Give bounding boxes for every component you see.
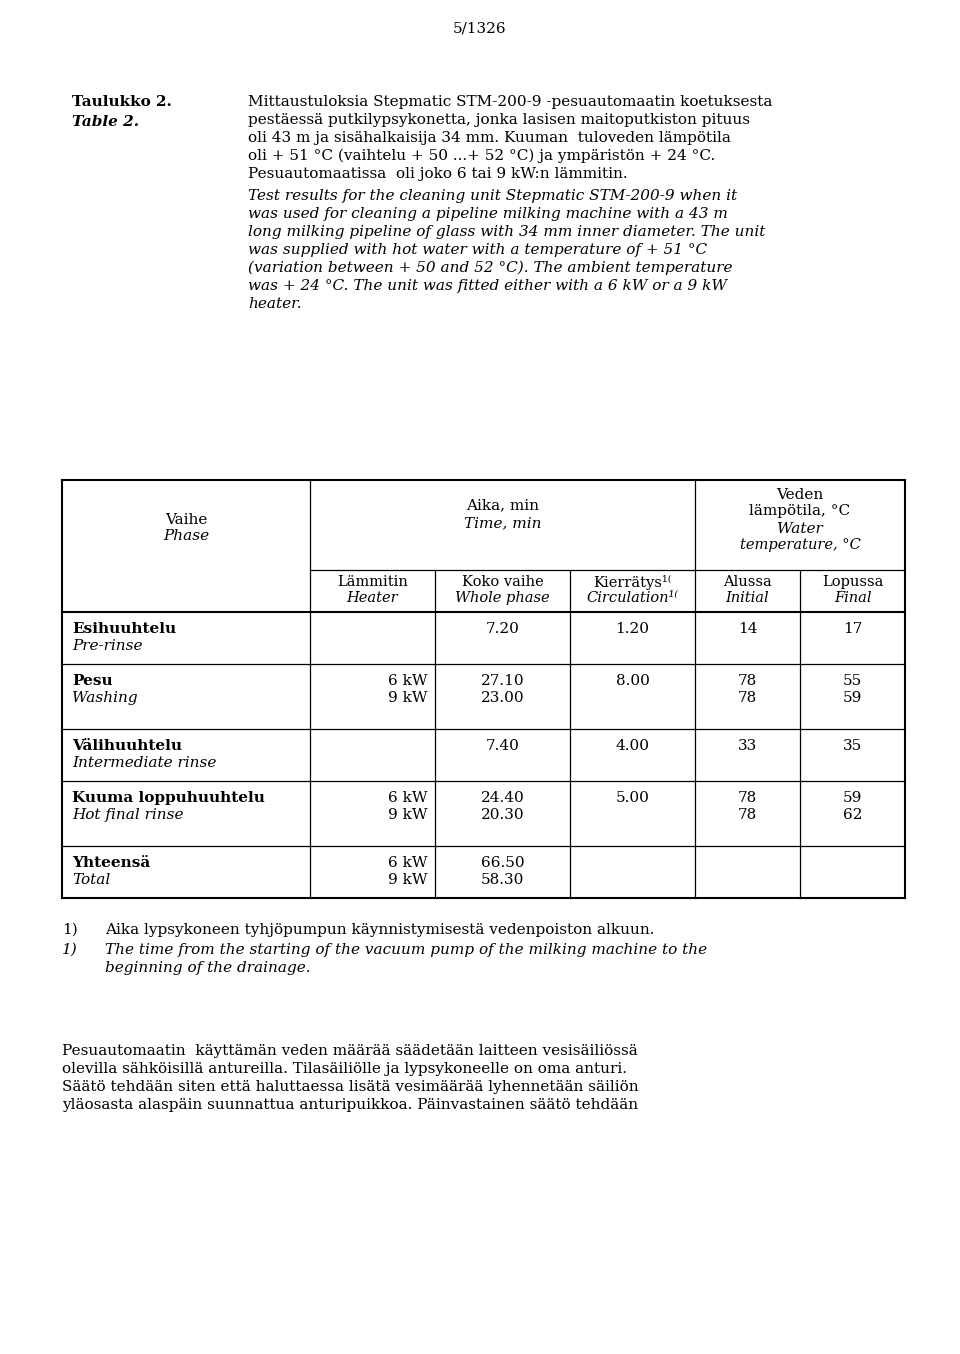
Text: oli 43 m ja sisähalkaisija 34 mm. Kuuman  tuloveden lämpötila: oli 43 m ja sisähalkaisija 34 mm. Kuuman… bbox=[248, 131, 731, 145]
Text: Pesu: Pesu bbox=[72, 674, 112, 688]
Text: was + 24 °C. The unit was fitted either with a 6 kW or a 9 kW: was + 24 °C. The unit was fitted either … bbox=[248, 279, 727, 292]
Text: temperature, °C: temperature, °C bbox=[739, 538, 860, 552]
Text: 9 kW: 9 kW bbox=[388, 691, 427, 705]
Text: Aika lypsykoneen tyhjöpumpun käynnistymisestä vedenpoiston alkuun.: Aika lypsykoneen tyhjöpumpun käynnistymi… bbox=[105, 923, 655, 937]
Text: The time from the starting of the vacuum pump of the milking machine to the: The time from the starting of the vacuum… bbox=[105, 942, 708, 957]
Text: Taulukko 2.: Taulukko 2. bbox=[72, 95, 172, 110]
Text: Final: Final bbox=[833, 590, 872, 605]
Text: 23.00: 23.00 bbox=[481, 691, 524, 705]
Text: 1.20: 1.20 bbox=[615, 621, 650, 636]
Text: 58.30: 58.30 bbox=[481, 873, 524, 887]
Text: Circulation¹⁽: Circulation¹⁽ bbox=[587, 590, 679, 605]
Text: 35: 35 bbox=[843, 739, 862, 753]
Text: 78: 78 bbox=[738, 808, 757, 822]
Text: Säätö tehdään siten että haluttaessa lisätä vesimäärää lyhennetään säiliön: Säätö tehdään siten että haluttaessa lis… bbox=[62, 1080, 638, 1094]
Text: 78: 78 bbox=[738, 691, 757, 705]
Text: 33: 33 bbox=[738, 739, 757, 753]
Text: Aika, min: Aika, min bbox=[466, 498, 539, 512]
Text: olevilla sähköisillä antureilla. Tilasäiliölle ja lypsykoneelle on oma anturi.: olevilla sähköisillä antureilla. Tilasäi… bbox=[62, 1062, 627, 1076]
Text: Lopussa: Lopussa bbox=[822, 575, 883, 589]
Text: Time, min: Time, min bbox=[464, 516, 541, 529]
Text: yläosasta alaspäin suunnattua anturipuikkoa. Päinvastainen säätö tehdään: yläosasta alaspäin suunnattua anturipuik… bbox=[62, 1098, 638, 1112]
Text: 5/1326: 5/1326 bbox=[453, 22, 507, 37]
Text: lämpötila, °C: lämpötila, °C bbox=[750, 504, 851, 519]
Text: 59: 59 bbox=[843, 691, 862, 705]
Text: 14: 14 bbox=[737, 621, 757, 636]
Text: 6 kW: 6 kW bbox=[388, 856, 427, 871]
Text: 20.30: 20.30 bbox=[481, 808, 524, 822]
Text: 66.50: 66.50 bbox=[481, 856, 524, 871]
Text: 55: 55 bbox=[843, 674, 862, 688]
Text: 24.40: 24.40 bbox=[481, 791, 524, 806]
Text: Veden: Veden bbox=[777, 487, 824, 502]
Text: Pesuautomaatin  käyttämän veden määrää säädetään laitteen vesisäiliössä: Pesuautomaatin käyttämän veden määrää sä… bbox=[62, 1044, 637, 1057]
Text: heater.: heater. bbox=[248, 297, 301, 311]
Text: Yhteensä: Yhteensä bbox=[72, 856, 151, 871]
Text: Whole phase: Whole phase bbox=[455, 590, 550, 605]
Text: Intermediate rinse: Intermediate rinse bbox=[72, 756, 216, 770]
Text: 1): 1) bbox=[62, 923, 78, 937]
Text: Kuuma loppuhuuhtelu: Kuuma loppuhuuhtelu bbox=[72, 791, 265, 806]
Text: Pesuautomaatissa  oli joko 6 tai 9 kW:n lämmitin.: Pesuautomaatissa oli joko 6 tai 9 kW:n l… bbox=[248, 167, 628, 181]
Text: 4.00: 4.00 bbox=[615, 739, 650, 753]
Text: Initial: Initial bbox=[726, 590, 769, 605]
Text: 62: 62 bbox=[843, 808, 862, 822]
Text: (variation between + 50 and 52 °C). The ambient temperature: (variation between + 50 and 52 °C). The … bbox=[248, 261, 732, 275]
Text: Mittaustuloksia Stepmatic STM-200-9 -pesuautomaatin koetuksesta: Mittaustuloksia Stepmatic STM-200-9 -pes… bbox=[248, 95, 773, 110]
Text: Total: Total bbox=[72, 873, 110, 887]
Text: 78: 78 bbox=[738, 791, 757, 806]
Text: 5.00: 5.00 bbox=[615, 791, 649, 806]
Text: 7.20: 7.20 bbox=[486, 621, 519, 636]
Text: 27.10: 27.10 bbox=[481, 674, 524, 688]
Text: 8.00: 8.00 bbox=[615, 674, 649, 688]
Text: 6 kW: 6 kW bbox=[388, 674, 427, 688]
Text: Alussa: Alussa bbox=[723, 575, 772, 589]
Text: Washing: Washing bbox=[72, 691, 137, 705]
Text: was used for cleaning a pipeline milking machine with a 43 m: was used for cleaning a pipeline milking… bbox=[248, 207, 728, 221]
Text: Phase: Phase bbox=[163, 529, 209, 543]
Text: long milking pipeline of glass with 34 mm inner diameter. The unit: long milking pipeline of glass with 34 m… bbox=[248, 225, 765, 240]
Text: Vaihe: Vaihe bbox=[165, 513, 207, 527]
Text: Koko vaihe: Koko vaihe bbox=[462, 575, 543, 589]
Text: Esihuuhtelu: Esihuuhtelu bbox=[72, 621, 176, 636]
Text: Test results for the cleaning unit Stepmatic STM-200-9 when it: Test results for the cleaning unit Stepm… bbox=[248, 190, 737, 203]
Text: 59: 59 bbox=[843, 791, 862, 806]
Text: Table 2.: Table 2. bbox=[72, 115, 139, 129]
Text: 78: 78 bbox=[738, 674, 757, 688]
Text: 6 kW: 6 kW bbox=[388, 791, 427, 806]
Text: Pre-rinse: Pre-rinse bbox=[72, 639, 142, 653]
Text: 9 kW: 9 kW bbox=[388, 808, 427, 822]
Text: 1): 1) bbox=[62, 942, 78, 957]
Text: beginning of the drainage.: beginning of the drainage. bbox=[105, 961, 311, 975]
Text: 17: 17 bbox=[843, 621, 862, 636]
Text: oli + 51 °C (vaihtelu + 50 ...+ 52 °C) ja ympäristön + 24 °C.: oli + 51 °C (vaihtelu + 50 ...+ 52 °C) j… bbox=[248, 149, 715, 164]
Text: Water: Water bbox=[778, 523, 823, 536]
Text: pestäessä putkilypsykonetta, jonka lasisen maitoputkiston pituus: pestäessä putkilypsykonetta, jonka lasis… bbox=[248, 112, 750, 127]
Text: Välihuuhtelu: Välihuuhtelu bbox=[72, 739, 182, 753]
Text: Hot final rinse: Hot final rinse bbox=[72, 808, 183, 822]
Text: Heater: Heater bbox=[347, 590, 398, 605]
Text: Kierrätys¹⁽: Kierrätys¹⁽ bbox=[593, 575, 672, 590]
Text: was supplied with hot water with a temperature of + 51 °C: was supplied with hot water with a tempe… bbox=[248, 242, 708, 257]
Text: 7.40: 7.40 bbox=[486, 739, 519, 753]
Text: Lämmitin: Lämmitin bbox=[337, 575, 408, 589]
Text: 9 kW: 9 kW bbox=[388, 873, 427, 887]
